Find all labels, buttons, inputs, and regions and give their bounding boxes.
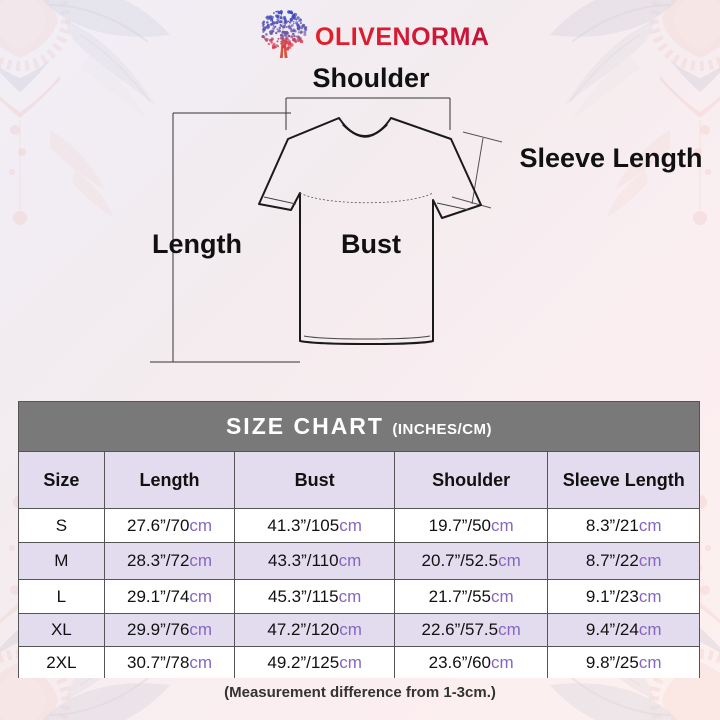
- svg-text:Shoulder: Shoulder: [312, 63, 429, 93]
- svg-text:Bust: Bust: [341, 229, 401, 259]
- svg-text:Sleeve Length: Sleeve Length: [519, 143, 702, 173]
- svg-text:Length: Length: [152, 229, 242, 259]
